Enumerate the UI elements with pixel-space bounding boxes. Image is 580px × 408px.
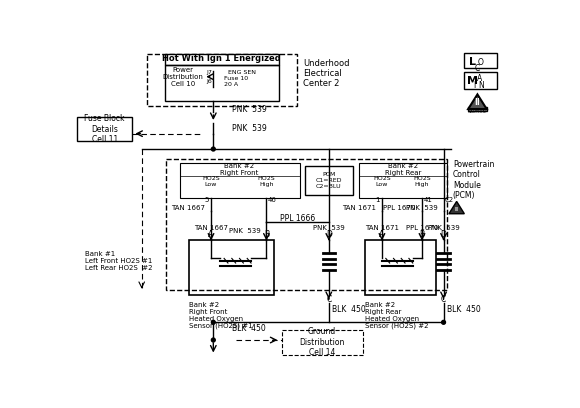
Text: C2: C2 [445,197,454,203]
Text: 41: 41 [423,197,433,203]
Text: 5: 5 [204,197,209,203]
Text: A: A [379,230,385,239]
Text: TAN 1671: TAN 1671 [342,205,376,211]
Text: C: C [326,295,331,304]
Text: BLK  450: BLK 450 [232,324,266,333]
Text: TAN 1667: TAN 1667 [194,226,228,231]
Text: ENG SEN: ENG SEN [228,70,256,75]
Text: TAN 1667: TAN 1667 [171,205,205,211]
Text: PNK  539: PNK 539 [229,228,260,235]
Bar [166,159,447,290]
Text: II: II [455,206,459,212]
Text: M: M [467,76,478,86]
Text: L: L [469,57,476,67]
Bar [282,330,362,355]
Text: C: C [475,64,480,73]
Bar [465,72,496,89]
Text: HO2S
High: HO2S High [413,176,431,187]
Text: Bank #2
Right Rear: Bank #2 Right Rear [385,162,421,175]
Text: Ground
Distribution
Cell 14: Ground Distribution Cell 14 [299,328,345,357]
Text: A: A [208,230,213,239]
Text: I: I [474,80,476,89]
Text: PNK  539: PNK 539 [427,226,459,231]
Text: C: C [441,295,446,304]
Text: CAUTION: CAUTION [468,110,487,114]
Text: Hot With Ign 1 Energized: Hot With Ign 1 Energized [162,55,281,64]
Text: HO2S
Low: HO2S Low [202,176,220,187]
Bar [165,65,279,101]
Bar [77,117,132,141]
Text: D: D [441,230,447,239]
Polygon shape [449,202,465,214]
Bar [305,166,353,195]
Bar [180,163,299,197]
Text: TAN 1671: TAN 1671 [365,226,399,231]
Text: PCM
C1=RED
C2=BLU: PCM C1=RED C2=BLU [316,172,342,189]
Circle shape [211,338,215,342]
Text: PNK  539: PNK 539 [232,124,267,133]
Text: Fuse 10: Fuse 10 [224,76,248,81]
Polygon shape [468,94,487,109]
Circle shape [211,147,215,151]
Text: N: N [478,80,484,89]
Text: PPL 1670: PPL 1670 [406,226,438,231]
Text: PNK  539: PNK 539 [232,104,267,113]
Bar [468,107,487,111]
Text: J6: J6 [206,79,212,84]
Text: 20 A: 20 A [224,82,238,87]
Text: Bank #2
Right Front
Heated Oxygen
Sensor (HO2S) #1: Bank #2 Right Front Heated Oxygen Sensor… [190,302,253,329]
Text: HO2S
Low: HO2S Low [373,176,391,187]
Text: Fuse Block
Details
Cell 11: Fuse Block Details Cell 11 [85,114,125,144]
Text: PPL 1670: PPL 1670 [383,205,416,211]
Text: D: D [326,230,332,239]
Bar [465,53,496,68]
Text: HO2S
High: HO2S High [258,176,275,187]
Text: II: II [474,98,480,107]
Text: Bank #2
Right Front: Bank #2 Right Front [220,162,259,175]
Text: O: O [477,58,483,67]
Text: BLK  450: BLK 450 [332,305,365,314]
Text: Bank #2
Right Rear
Heated Oxygen
Sensor (HO2S) #2: Bank #2 Right Rear Heated Oxygen Sensor … [365,302,429,329]
Text: PPL 1666: PPL 1666 [280,214,315,223]
Text: 1: 1 [375,197,380,203]
Text: Bank #1
Left Front HO2S #1
Left Rear HO2S  #2: Bank #1 Left Front HO2S #1 Left Rear HO2… [85,251,153,271]
Bar [190,240,274,295]
Text: A: A [477,74,482,83]
Text: Underhood
Electrical
Center 2: Underhood Electrical Center 2 [303,59,350,89]
Text: Powertrain
Control
Module
(PCM): Powertrain Control Module (PCM) [453,160,494,200]
Text: PNK  539: PNK 539 [313,226,345,231]
Bar [365,240,436,295]
Text: PNK  539: PNK 539 [405,205,437,211]
Bar [359,163,447,197]
Text: J7: J7 [206,70,212,75]
Text: B: B [264,230,269,239]
Bar [165,54,279,65]
Text: 46: 46 [268,197,277,203]
Bar [147,53,297,106]
Text: B: B [419,230,425,239]
Circle shape [441,320,445,324]
Text: BLK  450: BLK 450 [447,305,480,314]
Text: Power
Distribution
Cell 10: Power Distribution Cell 10 [163,67,204,86]
Circle shape [211,320,215,324]
